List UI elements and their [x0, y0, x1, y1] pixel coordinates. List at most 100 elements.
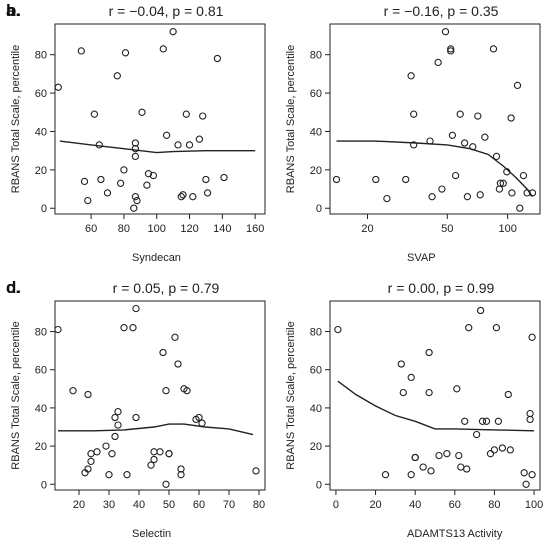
- data-point: [183, 387, 191, 395]
- x-tick-label: 100: [148, 223, 166, 235]
- data-point: [177, 471, 185, 479]
- data-point: [149, 171, 158, 180]
- data-point: [332, 175, 341, 184]
- data-point: [111, 432, 119, 441]
- y-tick-label: 0: [41, 479, 47, 491]
- data-point: [465, 324, 473, 332]
- data-point: [90, 110, 99, 118]
- x-tick-label: 20: [369, 499, 381, 511]
- data-point: [195, 413, 203, 422]
- data-point: [460, 139, 469, 147]
- x-tick-label: 100: [498, 223, 516, 235]
- x-tick-label: 40: [133, 499, 145, 511]
- data-point: [428, 193, 436, 201]
- data-point: [144, 170, 153, 178]
- data-point: [513, 81, 522, 90]
- data-point: [174, 360, 182, 368]
- x-tick-label: 50: [163, 499, 175, 511]
- data-point: [461, 417, 469, 425]
- data-point: [407, 373, 415, 382]
- data-point: [507, 114, 515, 122]
- data-point: [476, 191, 484, 199]
- data-point: [80, 177, 89, 186]
- data-point: [492, 152, 501, 161]
- data-point: [506, 446, 514, 454]
- data-point: [111, 413, 119, 422]
- data-point: [526, 415, 534, 424]
- data-point: [463, 193, 472, 201]
- data-point: [185, 141, 194, 149]
- data-point: [425, 388, 433, 397]
- data-point: [54, 83, 62, 91]
- data-point: [522, 480, 530, 488]
- loess-smooth-line: [59, 140, 256, 154]
- data-point: [213, 54, 222, 63]
- data-point: [182, 110, 190, 118]
- y-tick-label: 0: [316, 479, 322, 491]
- correlation-stat: r = −0.04, p = 0.81: [109, 3, 224, 19]
- data-point: [84, 196, 92, 205]
- data-point: [443, 450, 451, 458]
- data-point: [410, 141, 418, 149]
- data-point: [179, 191, 187, 199]
- loess-smooth-line: [58, 423, 254, 436]
- x-tick-label: 140: [213, 223, 231, 235]
- data-point: [189, 193, 197, 201]
- y-axis-label: RBANS Total Scale, percentile: [285, 45, 297, 193]
- x-tick-label: 160: [246, 223, 264, 235]
- plot-frame: [329, 300, 541, 491]
- y-tick-label: 20: [310, 441, 322, 453]
- data-point: [407, 471, 415, 479]
- panel-letter: c.: [6, 278, 20, 297]
- y-tick-label: 80: [310, 327, 322, 339]
- data-point: [199, 112, 207, 120]
- data-point: [334, 325, 342, 334]
- data-point: [453, 385, 461, 393]
- data-point: [97, 175, 105, 184]
- data-point: [482, 417, 491, 425]
- y-tick-label: 80: [310, 50, 322, 62]
- x-tick-label: 80: [118, 223, 130, 235]
- data-point: [476, 306, 485, 315]
- data-point: [165, 450, 173, 458]
- data-point: [427, 467, 435, 475]
- data-point: [162, 131, 171, 139]
- data-point: [102, 442, 110, 450]
- data-point: [103, 189, 112, 197]
- data-point: [84, 390, 92, 399]
- data-point: [93, 448, 101, 456]
- data-point: [132, 413, 140, 422]
- data-point: [489, 45, 498, 53]
- data-point: [528, 333, 536, 341]
- data-point: [496, 179, 505, 187]
- data-point: [399, 388, 407, 397]
- data-point: [159, 348, 167, 357]
- x-axis-label: Syndecan: [132, 252, 181, 264]
- data-point: [481, 133, 489, 141]
- data-point: [516, 204, 524, 212]
- data-point: [402, 175, 410, 184]
- y-tick-label: 60: [35, 365, 47, 377]
- plot-frame: [329, 23, 541, 215]
- data-point: [198, 419, 206, 427]
- x-axis-label: ADAMTS13 Activity: [407, 528, 503, 540]
- y-tick-label: 40: [310, 126, 322, 138]
- data-point: [120, 166, 128, 174]
- data-point: [252, 467, 260, 475]
- data-point: [410, 110, 418, 118]
- data-point: [129, 324, 137, 332]
- y-tick-label: 60: [310, 88, 322, 100]
- data-point: [131, 139, 140, 147]
- x-tick-label: 20: [361, 223, 373, 235]
- data-point: [123, 471, 131, 479]
- data-point: [143, 181, 151, 189]
- data-point: [451, 171, 460, 180]
- x-tick-label: 50: [441, 223, 453, 235]
- x-tick-label: 0: [333, 499, 339, 511]
- panel-2: b. r = −0.16, p = 0.35 20 50 100 0 20 40 60 80 SVA…: [6, 1, 541, 264]
- y-tick-label: 40: [35, 126, 47, 138]
- panel-1: a. r = −0.04, p = 0.81 60 80 100 120 140 160 0 20…: [6, 1, 266, 264]
- y-tick-label: 20: [310, 165, 322, 177]
- data-point: [120, 324, 128, 332]
- data-point: [54, 325, 62, 334]
